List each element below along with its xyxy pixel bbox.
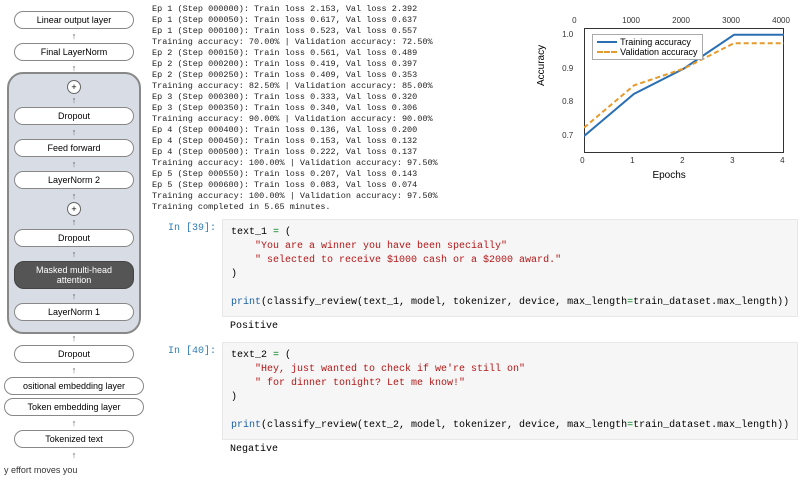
x-bottom-tick: 3 <box>730 156 734 165</box>
chart-legend: Training accuracy Validation accuracy <box>592 34 702 60</box>
x-bottom-tick: 0 <box>580 156 584 165</box>
architecture-diagram: Linear output layer ↑ Final LayerNorm ↑ … <box>0 0 148 500</box>
code-cell: In [39]:text_1 = ( "You are a winner you… <box>152 219 798 336</box>
cell-output: Positive <box>222 317 798 336</box>
y-tick: 0.8 <box>562 97 573 106</box>
x-top-tick: 3000 <box>722 16 740 25</box>
x-bottom-tick: 2 <box>680 156 684 165</box>
residual-add-icon: + <box>67 202 81 216</box>
diagram-caption: y effort moves you <box>4 465 144 475</box>
x-top-tick: 0 <box>572 16 576 25</box>
box-positional-embedding: ositional embedding layer <box>4 377 144 395</box>
box-feed-forward: Feed forward <box>14 139 134 157</box>
residual-add-icon: + <box>67 80 81 94</box>
y-tick: 1.0 <box>562 30 573 39</box>
chart-ylabel: Accuracy <box>536 44 547 85</box>
y-tick: 0.9 <box>562 64 573 73</box>
box-dropout-2: Dropout <box>14 229 134 247</box>
legend-val-label: Validation accuracy <box>620 47 697 57</box>
box-dropout-1: Dropout <box>14 107 134 125</box>
chart-xlabel: Epochs <box>652 170 685 181</box>
x-bottom-tick: 4 <box>780 156 784 165</box>
x-top-tick: 1000 <box>622 16 640 25</box>
x-top-tick: 2000 <box>672 16 690 25</box>
box-layernorm-1: LayerNorm 1 <box>14 303 134 321</box>
box-linear-output: Linear output layer <box>14 11 134 29</box>
box-dropout-3: Dropout <box>14 345 134 363</box>
box-token-embedding: Token embedding layer <box>4 398 144 416</box>
accuracy-chart: Training accuracy Validation accuracy Ac… <box>544 8 794 183</box>
transformer-block: + ↑ Dropout ↑ Feed forward ↑ LayerNorm 2… <box>7 72 141 334</box>
cell-prompt: In [39]: <box>152 219 222 336</box>
code-input[interactable]: text_1 = ( "You are a winner you have be… <box>222 219 798 317</box>
cell-output: Negative <box>222 440 798 459</box>
code-cell: In [40]:text_2 = ( "Hey, just wanted to … <box>152 342 798 459</box>
box-final-layernorm: Final LayerNorm <box>14 43 134 61</box>
x-top-tick: 4000 <box>772 16 790 25</box>
legend-train-label: Training accuracy <box>620 37 691 47</box>
box-layernorm-2: LayerNorm 2 <box>14 171 134 189</box>
box-tokenized-text: Tokenized text <box>14 430 134 448</box>
code-input[interactable]: text_2 = ( "Hey, just wanted to check if… <box>222 342 798 440</box>
cell-prompt: In [40]: <box>152 342 222 459</box>
y-tick: 0.7 <box>562 131 573 140</box>
box-masked-attention: Masked multi-head attention <box>14 261 134 289</box>
x-bottom-tick: 1 <box>630 156 634 165</box>
